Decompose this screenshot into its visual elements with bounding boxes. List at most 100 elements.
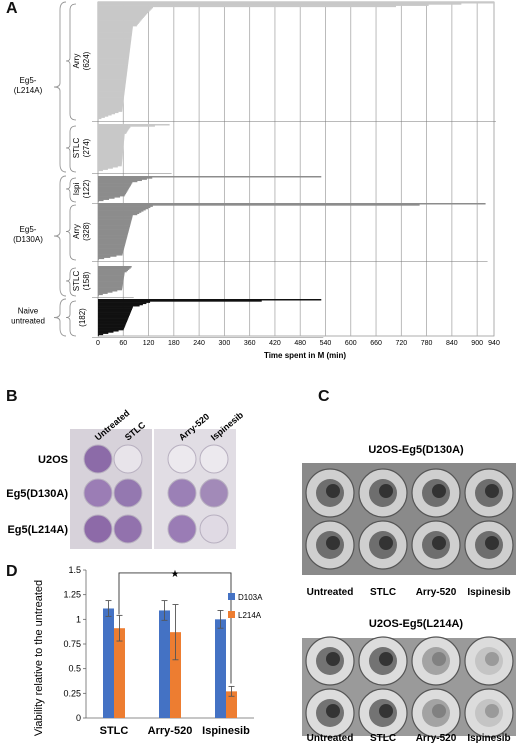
panel-a-bar bbox=[98, 290, 118, 292]
panel-a-bar bbox=[98, 106, 123, 109]
panel-d-bar bbox=[170, 632, 181, 718]
panel-a-bar bbox=[98, 45, 131, 47]
panel-d-legend-label: D103A bbox=[238, 593, 263, 602]
panel-d-bar bbox=[159, 610, 170, 718]
panel-a-bar bbox=[98, 227, 130, 230]
panel-a-bar bbox=[98, 48, 130, 51]
colony-core bbox=[326, 484, 340, 498]
panel-a-bar bbox=[98, 142, 124, 144]
panel-a-bar bbox=[98, 155, 123, 157]
panel-a-bar bbox=[98, 256, 111, 258]
panel-a-bar bbox=[98, 235, 128, 237]
colony-core bbox=[379, 704, 393, 718]
panel-a-bar bbox=[98, 116, 105, 118]
panel-a-bar bbox=[98, 2, 494, 4]
panel-a-bar bbox=[98, 26, 133, 28]
colony-column-label: Arry-520 bbox=[416, 587, 457, 598]
colony-column-label: STLC bbox=[370, 733, 396, 744]
panel-a-bar bbox=[98, 144, 124, 146]
panel-a-group-label: (L214A) bbox=[14, 86, 43, 95]
panel-a-bar bbox=[98, 272, 125, 274]
panel-d-significance-star: ★ bbox=[171, 569, 180, 580]
panel-a-x-tick: 540 bbox=[320, 340, 332, 347]
panel-a-bar bbox=[98, 30, 133, 33]
panel-a-bar bbox=[98, 312, 131, 314]
colony-core bbox=[485, 484, 499, 498]
panel-a-x-tick: 660 bbox=[370, 340, 382, 347]
panel-a-bars bbox=[92, 2, 496, 338]
panel-a-bar bbox=[98, 156, 123, 158]
panel-a-bar bbox=[98, 136, 125, 138]
panel-a-subgroup-bracket bbox=[65, 3, 77, 121]
panel-d-chart: 0 0.25 0.5 0.75 1 1.25 1.5 STLC Arry-520 Ispines… bbox=[33, 565, 263, 737]
panel-a-bar bbox=[98, 318, 129, 320]
panel-a-bar bbox=[98, 41, 131, 44]
panel-a-bar bbox=[98, 243, 126, 245]
panel-a-bar bbox=[98, 137, 125, 139]
panel-a-group-label: untreated bbox=[11, 317, 45, 326]
panel-a-bar bbox=[98, 99, 124, 102]
panel-a-bar bbox=[98, 112, 116, 115]
panel-a-bar bbox=[98, 151, 123, 154]
colony-well bbox=[411, 688, 461, 738]
panel-a-x-tick: 940 bbox=[488, 340, 500, 347]
panel-a-bar bbox=[98, 217, 133, 219]
panel-a-bar bbox=[98, 38, 132, 40]
panel-a-bar bbox=[98, 282, 124, 285]
panel-d-y-tick: 1 bbox=[76, 614, 81, 624]
panel-a-x-axis-label: Time spent in M (min) bbox=[264, 351, 346, 360]
plate-row-label: U2OS bbox=[38, 454, 68, 466]
subgroup-name: STLC bbox=[72, 138, 81, 159]
panel-a-bar bbox=[98, 36, 132, 39]
panel-d-y-tick: 1.25 bbox=[63, 590, 81, 600]
panel-a-bar bbox=[98, 107, 123, 110]
panel-a-x-tick: 420 bbox=[269, 340, 281, 347]
panel-a-bar bbox=[98, 68, 128, 70]
panel-a-bar bbox=[98, 225, 130, 228]
colony-core bbox=[326, 652, 340, 666]
panel-a-bar bbox=[98, 308, 132, 311]
panel-a-bar bbox=[98, 176, 322, 178]
panel-a-bar bbox=[98, 267, 131, 269]
panel-a-bar bbox=[98, 51, 130, 53]
colony-core bbox=[432, 704, 446, 718]
plate-well bbox=[199, 478, 229, 508]
panel-a-bar bbox=[98, 242, 126, 244]
panel-a-x-tick: 840 bbox=[446, 340, 458, 347]
panel-a-bar bbox=[98, 325, 126, 327]
subgroup-name: STLC bbox=[72, 271, 81, 292]
panel-a-bar bbox=[98, 150, 124, 152]
panel-a-bar bbox=[98, 313, 131, 315]
panel-a-bar bbox=[98, 24, 137, 27]
panel-a-bar bbox=[98, 115, 109, 117]
panel-d-bar bbox=[103, 608, 114, 718]
panel-a-bar bbox=[98, 95, 125, 98]
panel-a-subgroup-bracket bbox=[65, 267, 77, 297]
panel-a-bar bbox=[98, 62, 129, 64]
panel-a-bar bbox=[98, 83, 126, 86]
panel-a-bar bbox=[98, 32, 133, 34]
plate2-title: U2OS-Eg5(L214A) bbox=[369, 618, 463, 630]
colony-well bbox=[411, 636, 461, 686]
panel-a-bar bbox=[98, 28, 133, 30]
panel-a-bar bbox=[98, 133, 125, 136]
colony-core bbox=[379, 536, 393, 550]
panel-a-bar bbox=[98, 279, 124, 281]
panel-a-bar bbox=[98, 299, 322, 301]
plate-well bbox=[167, 444, 197, 474]
panel-a-bar bbox=[98, 292, 108, 294]
panel-a-bar bbox=[98, 80, 127, 82]
panel-a-bar bbox=[98, 326, 125, 328]
panel-a-bar bbox=[98, 191, 127, 193]
colony-core bbox=[326, 704, 340, 718]
panel-a-group-label: (D130A) bbox=[13, 235, 43, 244]
colony-column-label: Ispinesib bbox=[467, 587, 510, 598]
colony-core bbox=[485, 704, 499, 718]
colony-cluster bbox=[422, 699, 450, 727]
panel-a-bar bbox=[98, 233, 128, 236]
panel-a-bar bbox=[98, 204, 420, 206]
panel-a-bar bbox=[98, 328, 124, 331]
panel-a-bar bbox=[98, 57, 129, 59]
panel-a-bar bbox=[98, 125, 155, 127]
panel-a-bar bbox=[98, 197, 115, 199]
